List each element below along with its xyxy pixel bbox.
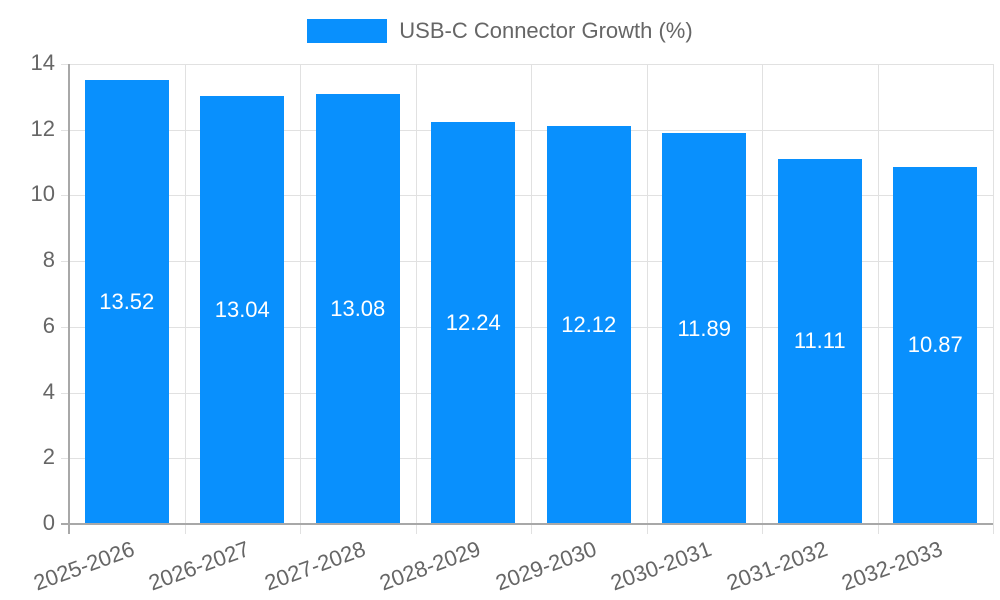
bar-value-label: 10.87	[907, 332, 963, 358]
gridline-horizontal	[61, 64, 993, 65]
bar-value-label: 13.04	[214, 296, 270, 322]
x-tick-label: 2025-2026	[29, 536, 138, 596]
gridline-vertical	[184, 64, 186, 534]
y-tick-label: 10	[30, 181, 55, 207]
y-tick-label: 14	[30, 50, 55, 75]
x-tick-label: 2029-2030	[491, 536, 600, 596]
gridline-vertical	[300, 64, 301, 534]
bar-value-label: 11.89	[677, 315, 731, 341]
x-tick-label: 2026-2027	[145, 536, 253, 596]
bar-value-label: 12.12	[561, 311, 617, 337]
gridline-vertical	[531, 64, 532, 534]
bar-2032-2033[interactable]	[893, 166, 978, 524]
y-tick-label: 8	[42, 247, 55, 273]
bar-2028-2029[interactable]	[431, 121, 516, 524]
x-tick-label: 2027-2028	[260, 536, 369, 596]
bar-2030-2031[interactable]	[662, 133, 747, 524]
legend-label[interactable]: USB-C Connector Growth (%)	[399, 18, 693, 43]
gridline-horizontal	[61, 326, 993, 328]
bar-2026-2027[interactable]	[200, 95, 285, 524]
y-tick-label: 12	[30, 115, 55, 141]
gridline-vertical	[646, 64, 648, 534]
legend: USB-C Connector Growth (%)	[0, 18, 1000, 44]
gridline-vertical	[877, 64, 879, 534]
y-tick-label: 0	[42, 510, 55, 535]
gridline-horizontal	[61, 458, 993, 460]
bar-2025-2026[interactable]	[84, 79, 169, 524]
y-axis-line	[68, 64, 70, 534]
gridline-horizontal	[61, 129, 993, 131]
gridline-horizontal	[61, 195, 993, 197]
legend-swatch[interactable]	[307, 19, 388, 43]
gridline-vertical	[415, 64, 417, 534]
gridline-vertical	[993, 64, 994, 534]
bar-2029-2030[interactable]	[546, 125, 631, 524]
gridline-vertical	[762, 64, 763, 534]
x-tick-label: 2028-2029	[376, 536, 484, 596]
x-tick-label: 2030-2031	[607, 536, 715, 596]
bar-value-label: 13.08	[330, 296, 386, 322]
gridline-horizontal	[61, 392, 993, 394]
y-tick-label: 6	[42, 312, 55, 338]
bar-value-label: 13.52	[99, 288, 155, 314]
gridline-horizontal	[61, 261, 993, 263]
x-tick-label: 2031-2032	[722, 536, 831, 596]
y-tick-label: 2	[42, 444, 55, 470]
x-axis-line	[61, 523, 993, 525]
bar-2027-2028[interactable]	[315, 94, 400, 524]
x-tick-label: 2032-2033	[838, 536, 946, 596]
bar-value-label: 12.24	[445, 309, 501, 335]
bar-2031-2032[interactable]	[777, 158, 862, 524]
bar-value-label: 11.11	[793, 328, 846, 354]
y-tick-label: 4	[42, 378, 55, 404]
